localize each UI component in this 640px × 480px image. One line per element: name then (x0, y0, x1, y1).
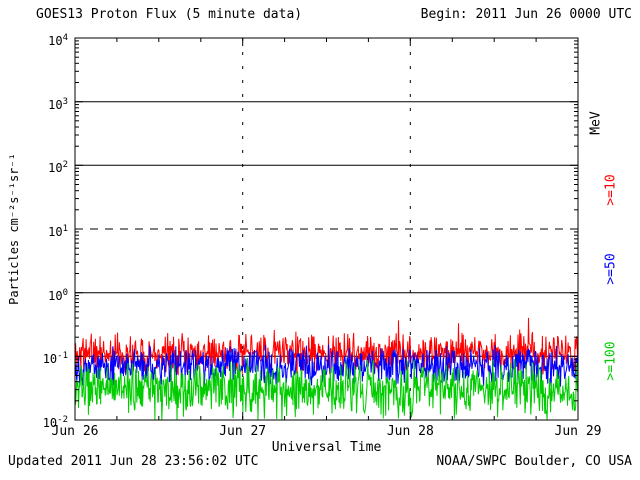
y-tick-label: 104 (48, 33, 68, 48)
series-50-mev (74, 344, 579, 388)
x-tick-label: Jun 29 (554, 424, 602, 439)
credit-label: NOAA/SWPC Boulder, CO USA (436, 454, 632, 469)
y-tick-label: 103 (48, 96, 68, 112)
x-tick-label: Jun 26 (51, 424, 99, 439)
begin-timestamp: Begin: 2011 Jun 26 0000 UTC (420, 7, 632, 22)
legend-ge50-label: >=50 (603, 253, 619, 285)
x-axis-title: Universal Time (271, 440, 382, 455)
series-100-mev (74, 357, 579, 421)
y-tick-label: 10-2 (42, 415, 68, 430)
chart-title: GOES13 Proton Flux (5 minute data) (36, 7, 303, 22)
x-tick-label: Jun 27 (219, 424, 267, 439)
plot-border (74, 37, 579, 421)
y-tick-label: 10-1 (42, 351, 68, 367)
y-tick-label: 101 (48, 224, 68, 239)
x-tick-label: Jun 28 (386, 424, 434, 439)
series-10-mev (74, 317, 579, 376)
legend-ge10-label: >=10 (603, 174, 619, 206)
y2-axis-unit-label: MeV (588, 111, 604, 135)
legend-ge100-label: >=100 (603, 341, 619, 381)
horizontal-gridlines (75, 101, 578, 357)
updated-timestamp: Updated 2011 Jun 28 23:56:02 UTC (8, 454, 259, 469)
y-tick-label: 102 (48, 160, 68, 176)
y-axis-title: Particles cm⁻²s⁻¹sr⁻¹ (7, 153, 21, 305)
y-tick-label: 100 (48, 287, 68, 303)
